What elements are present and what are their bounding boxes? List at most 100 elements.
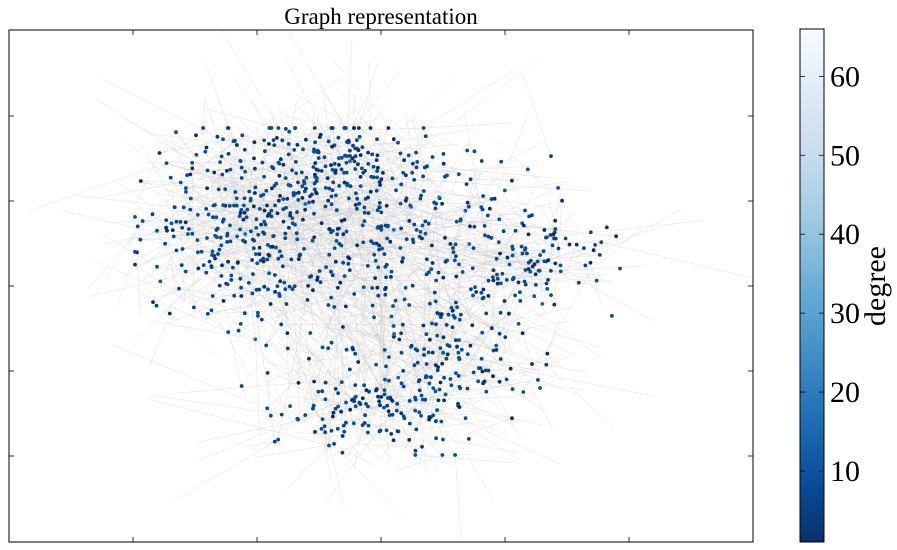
graph-node [371,164,376,169]
graph-node [346,138,351,143]
graph-node [548,233,553,237]
graph-node [449,305,454,310]
colorbar-label: degree [859,246,892,326]
graph-edge [228,261,446,333]
graph-edge [341,245,405,258]
graph-edge [345,422,415,456]
graph-edge [434,313,510,381]
graph-node [223,187,228,192]
graph-edge [443,277,452,308]
graph-edge [316,157,339,161]
graph-node [345,183,350,188]
graph-node [501,229,506,234]
graph-node [379,224,384,229]
graph-node [382,392,387,397]
graph-node [138,237,143,242]
graph-node [292,148,297,152]
graph-edge [380,440,394,458]
graph-node [319,221,324,226]
graph-node [414,150,418,155]
graph-edge [487,213,525,216]
graph-node [213,256,217,261]
graph-node [361,170,366,175]
graph-node [256,314,260,318]
graph-edge [266,152,417,346]
graph-node [372,252,377,257]
graph-edge [413,305,523,334]
graph-edge [247,175,280,184]
graph-edge [386,238,444,440]
graph-node [303,207,307,212]
graph-node [238,276,243,281]
graph-node [553,227,558,231]
graph-edge [106,219,167,223]
graph-node [474,290,479,294]
graph-node [220,172,225,177]
graph-edge [423,122,513,129]
graph-node [240,133,245,138]
graph-edge [548,200,563,223]
graph-node [203,149,208,154]
graph-edge [426,258,497,335]
graph-edge [323,92,333,170]
graph-node [480,369,485,374]
graph-edge [211,217,293,267]
graph-edge [455,255,470,263]
graph-node [457,317,462,322]
graph-node [599,240,604,245]
graph-node [352,126,356,130]
graph-edge [279,209,337,249]
graph-node [403,285,408,290]
graph-node [296,381,301,385]
graph-node [209,265,214,270]
graph-node [353,404,358,409]
graph-node [265,243,270,247]
graph-node [588,260,593,265]
graph-edge [525,269,548,295]
graph-node [261,256,266,261]
graph-edge [494,198,521,266]
graph-node [457,262,461,267]
graph-edge [137,182,226,190]
graph-edge [267,295,379,409]
graph-node [298,252,302,257]
graph-node [484,311,489,316]
graph-edge [531,354,563,365]
graph-node [215,134,220,139]
graph-edge [230,252,261,261]
graph-node [289,257,294,262]
graph-edge [338,90,371,129]
graph-node [322,155,327,160]
graph-edge [177,213,183,250]
graph-node [342,217,347,222]
graph-edge [362,303,543,399]
graph-edge [395,270,539,301]
graph-edge [197,227,202,252]
graph-edge [332,169,349,264]
graph-node [299,170,304,175]
graph-node [486,278,491,283]
graph-node [373,276,377,280]
graph-node [417,234,422,239]
graph-node [351,347,355,352]
graph-node [190,161,195,165]
graph-node [342,274,347,279]
graph-edge [152,136,218,173]
graph-edge [486,236,489,256]
graph-node [407,438,412,442]
graph-edge [389,306,450,347]
graph-node [536,378,540,382]
graph-edge [451,363,454,386]
graph-node [312,181,317,186]
graph-node [553,261,558,266]
graph-edge [313,163,414,406]
graph-node [412,363,417,368]
graph-node [313,172,317,177]
graph-node [541,249,546,254]
graph-node [362,219,367,224]
graph-edge [341,120,369,158]
graph-edge [428,214,437,273]
graph-node [171,234,176,239]
colorbar-tick-label: 40 [830,218,860,251]
graph-edge [413,327,492,379]
